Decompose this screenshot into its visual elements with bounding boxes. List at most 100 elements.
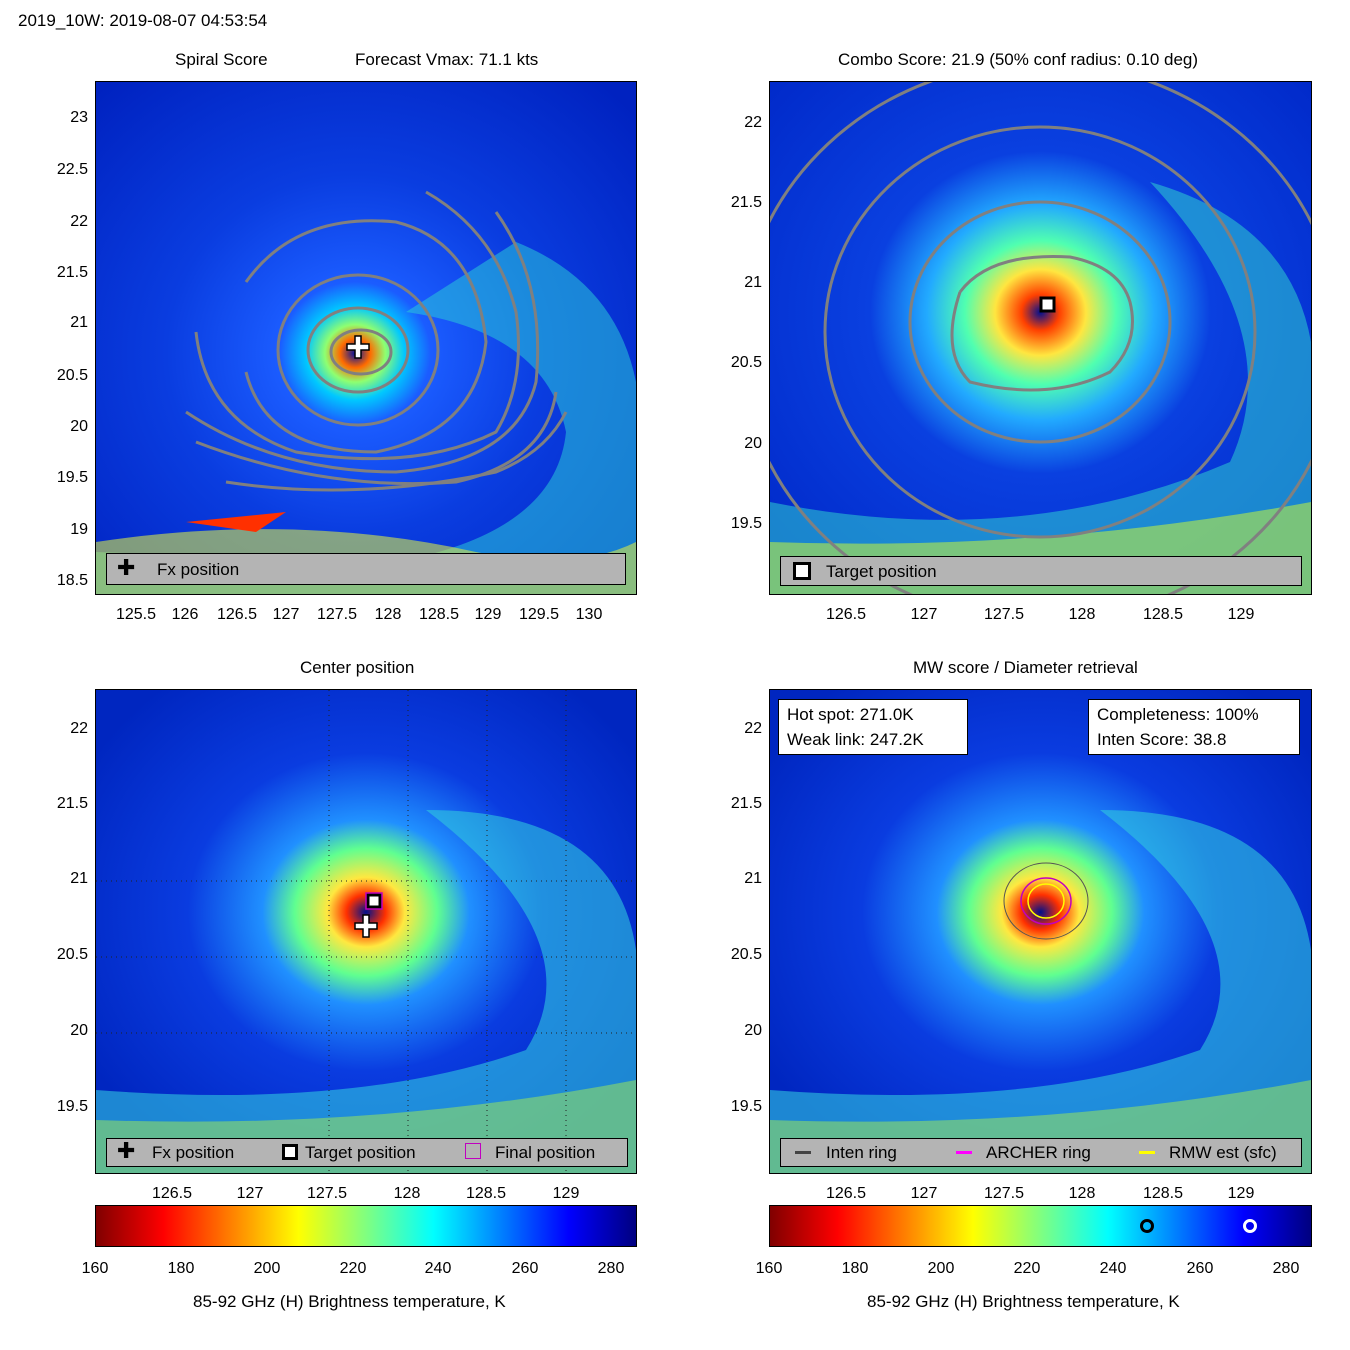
mw-legend-archer: ARCHER ring [986, 1143, 1091, 1162]
mw-title: MW score / Diameter retrieval [913, 658, 1138, 677]
combo-title: Combo Score: 21.9 (50% conf radius: 0.10… [838, 50, 1199, 69]
spiral-y-tick: 20 [70, 418, 88, 435]
combo-y-tick: 19.5 [730, 515, 762, 532]
mw-hot-spot: Hot spot: 271.0K [787, 705, 914, 724]
center-y-tick: 21 [70, 870, 88, 887]
center-x-tick: 128.5 [465, 1185, 507, 1202]
colorbar-left-tick: 200 [253, 1260, 281, 1277]
mw-x-tick: 128.5 [1142, 1185, 1184, 1202]
mw-x-tick: 128 [1068, 1185, 1096, 1202]
center-x-tick: 128 [393, 1185, 421, 1202]
center-x-tick: 127 [236, 1185, 264, 1202]
spiral-y-tick: 18.5 [56, 572, 88, 589]
colorbar-right-tick: 200 [927, 1260, 955, 1277]
center-x-tick: 126.5 [151, 1185, 193, 1202]
spiral-vmax: Forecast Vmax: 71.1 kts [355, 50, 539, 69]
colorbar-right [769, 1205, 1312, 1247]
center-y-tick: 19.5 [56, 1098, 88, 1115]
mw-x-tick: 127 [910, 1185, 938, 1202]
spiral-svg [96, 82, 636, 594]
colorbar-left-tick: 160 [81, 1260, 109, 1277]
mw-plot: Hot spot: 271.0K Weak link: 247.2K Compl… [769, 689, 1312, 1174]
spiral-y-tick: 22 [70, 213, 88, 230]
spiral-plot: ✚ Fx position [95, 81, 637, 595]
spiral-x-tick: 129.5 [518, 606, 560, 623]
mw-svg [770, 690, 1311, 1173]
mw-rings [1003, 862, 1089, 940]
combo-x-tick: 129 [1227, 606, 1255, 623]
mw-inten-score: Inten Score: 38.8 [1097, 730, 1227, 749]
center-target-marker [366, 893, 382, 909]
combo-legend-target: Target position [826, 562, 937, 581]
combo-x-tick: 127.5 [983, 606, 1025, 623]
spiral-fx-marker [346, 335, 370, 359]
spiral-y-tick: 21 [70, 314, 88, 331]
combo-x-tick: 128 [1068, 606, 1096, 623]
combo-x-tick: 127 [910, 606, 938, 623]
colorbar-right-tick: 240 [1099, 1260, 1127, 1277]
spiral-x-tick: 128 [374, 606, 402, 623]
center-y-tick: 22 [70, 720, 88, 737]
colorbar-left-tick: 280 [597, 1260, 625, 1277]
combo-y-tick: 21 [744, 274, 762, 291]
center-y-tick: 21.5 [56, 795, 88, 812]
mw-completeness: Completeness: 100% [1097, 705, 1259, 724]
spiral-legend: ✚ Fx position [106, 553, 626, 585]
combo-y-tick: 20.5 [730, 354, 762, 371]
colorbar-right-tick: 220 [1013, 1260, 1041, 1277]
colorbar-left [95, 1205, 637, 1247]
figure-title: 2019_10W: 2019-08-07 04:53:54 [18, 11, 268, 30]
combo-y-tick: 20 [744, 435, 762, 452]
mw-y-tick: 20 [744, 1022, 762, 1039]
spiral-y-tick: 21.5 [56, 264, 88, 281]
center-y-tick: 20 [70, 1022, 88, 1039]
center-fx-marker [354, 914, 378, 938]
inten-ring-swatch [795, 1151, 811, 1154]
center-legend-final: Final position [495, 1143, 596, 1162]
spiral-title: Spiral Score [175, 50, 268, 69]
combo-legend: Target position [780, 556, 1302, 586]
spiral-x-tick: 126.5 [216, 606, 258, 623]
colorbar-right-label: 85-92 GHz (H) Brightness temperature, K [867, 1292, 1180, 1311]
combo-svg [770, 82, 1311, 594]
mw-y-tick: 22 [744, 720, 762, 737]
center-rainband [96, 810, 636, 1173]
spiral-contours [185, 190, 568, 492]
colorbar-left-tick: 240 [424, 1260, 452, 1277]
combo-x-tick: 126.5 [825, 606, 867, 623]
colorbar-right-tick: 180 [841, 1260, 869, 1277]
center-legend: ✚ Fx position Target position Final posi… [106, 1138, 628, 1167]
center-y-tick: 20.5 [56, 946, 88, 963]
mw-weak-link: Weak link: 247.2K [787, 730, 924, 749]
center-legend-fx: Fx position [152, 1143, 235, 1162]
colorbar-left-tick: 180 [167, 1260, 195, 1277]
spiral-x-tick: 125.5 [115, 606, 157, 623]
mw-y-tick: 21.5 [730, 795, 762, 812]
spiral-legend-fx: Fx position [157, 560, 240, 579]
center-final-marker [365, 892, 383, 910]
magenta-square-icon [465, 1143, 481, 1159]
weak-link-marker-icon [1140, 1219, 1154, 1233]
mw-legend: Inten ring ARCHER ring RMW est (sfc) [780, 1138, 1302, 1167]
center-plot: ✚ Fx position Target position Final posi… [95, 689, 637, 1174]
square-icon [282, 1144, 298, 1160]
mw-legend-rmw: RMW est (sfc) [1169, 1143, 1277, 1162]
mw-rainband [770, 810, 1311, 1173]
spiral-x-tick: 127.5 [316, 606, 358, 623]
combo-x-tick: 128.5 [1142, 606, 1184, 623]
colorbar-right-tick: 260 [1186, 1260, 1214, 1277]
square-icon [793, 562, 811, 580]
rmw-swatch [1139, 1151, 1155, 1154]
hot-spot-marker-icon [1243, 1219, 1257, 1233]
mw-y-tick: 19.5 [730, 1098, 762, 1115]
colorbar-right-tick: 160 [755, 1260, 783, 1277]
spiral-cold-cloud [186, 512, 286, 532]
spiral-y-tick: 19.5 [56, 469, 88, 486]
spiral-x-tick: 128.5 [418, 606, 460, 623]
spiral-y-tick: 19 [70, 521, 88, 538]
mw-hotspot-box: Hot spot: 271.0K Weak link: 247.2K [778, 699, 968, 755]
mw-y-tick: 20.5 [730, 946, 762, 963]
mw-x-tick: 129 [1227, 1185, 1255, 1202]
center-x-tick: 129 [552, 1185, 580, 1202]
combo-target-marker [1039, 296, 1056, 313]
